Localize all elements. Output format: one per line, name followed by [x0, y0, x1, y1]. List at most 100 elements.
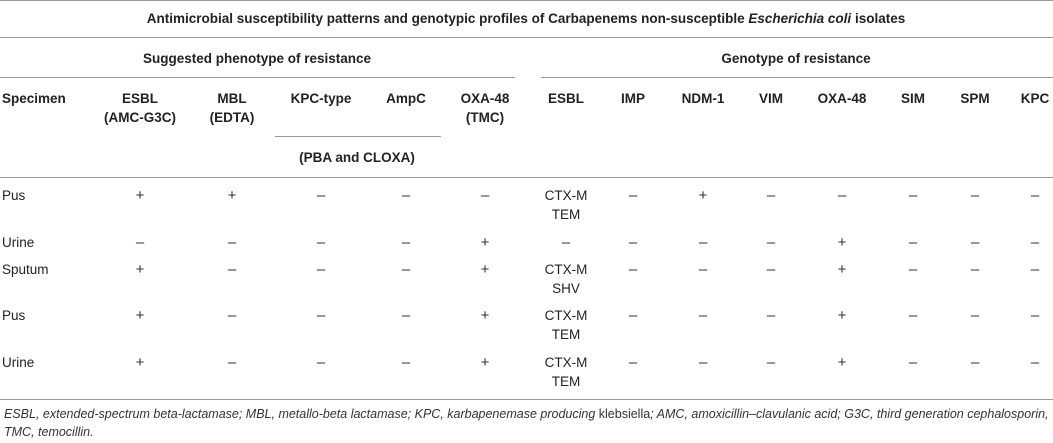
rule-kpc-ampc — [275, 136, 441, 137]
group-header-phenotype: Suggested phenotype of resistance — [142, 51, 372, 66]
table-cell: + — [227, 187, 237, 204]
table-cell: – — [1030, 234, 1040, 251]
table-cell: – — [970, 187, 980, 204]
rule-top — [0, 0, 1053, 1]
table-cell: – — [1030, 261, 1040, 278]
rule-under-phenotype — [0, 77, 515, 78]
table-cell-specimen: Pus — [2, 188, 26, 203]
table-cell-specimen: Sputum — [2, 262, 49, 277]
table-cell: + — [698, 187, 708, 204]
table-cell: – — [766, 307, 776, 324]
table-cell: + — [480, 307, 490, 324]
table-cell: – — [908, 354, 918, 371]
table-cell: – — [1030, 187, 1040, 204]
col-header-mbl-1: MBL — [217, 91, 247, 106]
table-cell: + — [480, 354, 490, 371]
table-cell: – — [908, 187, 918, 204]
table-cell: – — [401, 307, 411, 324]
table-cell: – — [908, 261, 918, 278]
table-cell: – — [316, 307, 326, 324]
footnote-main: ESBL, extended-spectrum beta-lactamase; … — [4, 407, 599, 421]
table-cell: – — [970, 307, 980, 324]
table-cell: – — [401, 354, 411, 371]
table-footnote: ESBL, extended-spectrum beta-lactamase; … — [4, 405, 1049, 441]
title-organism: Escherichia coli — [748, 11, 852, 26]
col-header-esbl-pheno-1: ESBL — [121, 91, 159, 106]
table-cell-esbl: SHV — [552, 281, 580, 296]
col-header-specimen: Specimen — [2, 91, 66, 106]
table-cell-esbl: – — [561, 234, 571, 251]
table-cell: – — [628, 187, 638, 204]
col-header-pba-cloxa: (PBA and CLOXA) — [299, 150, 415, 165]
table-cell-esbl: CTX-M — [544, 355, 588, 370]
table-cell: – — [970, 234, 980, 251]
table-cell: – — [1030, 354, 1040, 371]
footnote-klebsiella: klebsiella — [598, 407, 651, 421]
table-cell: + — [480, 261, 490, 278]
col-header-ampc: AmpC — [386, 91, 426, 106]
rule-bottom — [0, 399, 1053, 400]
rule-under-title — [0, 37, 1053, 38]
table-cell: + — [480, 234, 490, 251]
table-cell-specimen: Urine — [2, 355, 35, 370]
table-cell: + — [837, 307, 847, 324]
table-cell: + — [135, 307, 145, 324]
col-header-oxa48-pheno-1: OXA-48 — [460, 91, 510, 106]
table-cell: – — [316, 354, 326, 371]
col-header-spm: SPM — [960, 91, 990, 106]
table-cell: – — [970, 261, 980, 278]
table-cell: – — [628, 261, 638, 278]
table-cell: – — [766, 261, 776, 278]
table-cell: – — [837, 187, 847, 204]
table-cell: – — [628, 354, 638, 371]
rule-under-header — [0, 177, 1053, 178]
group-header-genotype: Genotype of resistance — [721, 51, 871, 66]
table-cell: + — [837, 354, 847, 371]
table-cell: – — [766, 187, 776, 204]
col-header-oxa48-pheno-2: (TMC) — [465, 110, 505, 125]
table-cell: – — [628, 234, 638, 251]
table-cell: – — [316, 261, 326, 278]
table-cell: – — [698, 261, 708, 278]
table-cell: – — [401, 234, 411, 251]
table-cell-esbl: TEM — [551, 327, 581, 342]
table-cell: – — [316, 234, 326, 251]
table-cell: – — [227, 354, 237, 371]
table-cell: + — [837, 234, 847, 251]
table-title: Antimicrobial susceptibility patterns an… — [147, 8, 905, 29]
title-prefix: Antimicrobial susceptibility patterns an… — [146, 11, 749, 26]
table-cell: – — [480, 187, 490, 204]
col-header-esbl-pheno-2: (AMC-G3C) — [104, 110, 176, 125]
table-cell: – — [698, 307, 708, 324]
col-header-vim: VIM — [758, 91, 784, 106]
table-cell: – — [908, 234, 918, 251]
table-cell-esbl: CTX-M — [544, 308, 588, 323]
table-cell: – — [401, 187, 411, 204]
table-cell: – — [766, 354, 776, 371]
col-header-ndm1: NDM-1 — [681, 91, 725, 106]
table-cell-esbl: CTX-M — [544, 188, 588, 203]
table-cell: – — [227, 261, 237, 278]
table-cell: + — [135, 261, 145, 278]
table-cell: – — [227, 307, 237, 324]
table-cell: – — [227, 234, 237, 251]
table-cell: – — [908, 307, 918, 324]
title-suffix: isolates — [851, 11, 906, 26]
table-cell: – — [698, 234, 708, 251]
table-cell-esbl: TEM — [551, 374, 581, 389]
col-header-sim: SIM — [900, 91, 926, 106]
table-cell: – — [401, 261, 411, 278]
table-cell: + — [135, 187, 145, 204]
col-header-esbl-geno: ESBL — [547, 91, 585, 106]
col-header-mbl-2: (EDTA) — [209, 110, 255, 125]
table-cell: + — [837, 261, 847, 278]
col-header-kpc-type: KPC-type — [290, 91, 352, 106]
table-cell-specimen: Pus — [2, 308, 26, 323]
table-cell-esbl: TEM — [551, 207, 581, 222]
table-cell: – — [970, 354, 980, 371]
footnote-tail: ; AMC, amoxicillin–clavulanic acid; G3C,… — [4, 407, 1049, 439]
table-cell-esbl: CTX-M — [544, 262, 588, 277]
col-header-oxa48-geno: OXA-48 — [817, 91, 867, 106]
table-cell: – — [628, 307, 638, 324]
table-cell: – — [135, 234, 145, 251]
